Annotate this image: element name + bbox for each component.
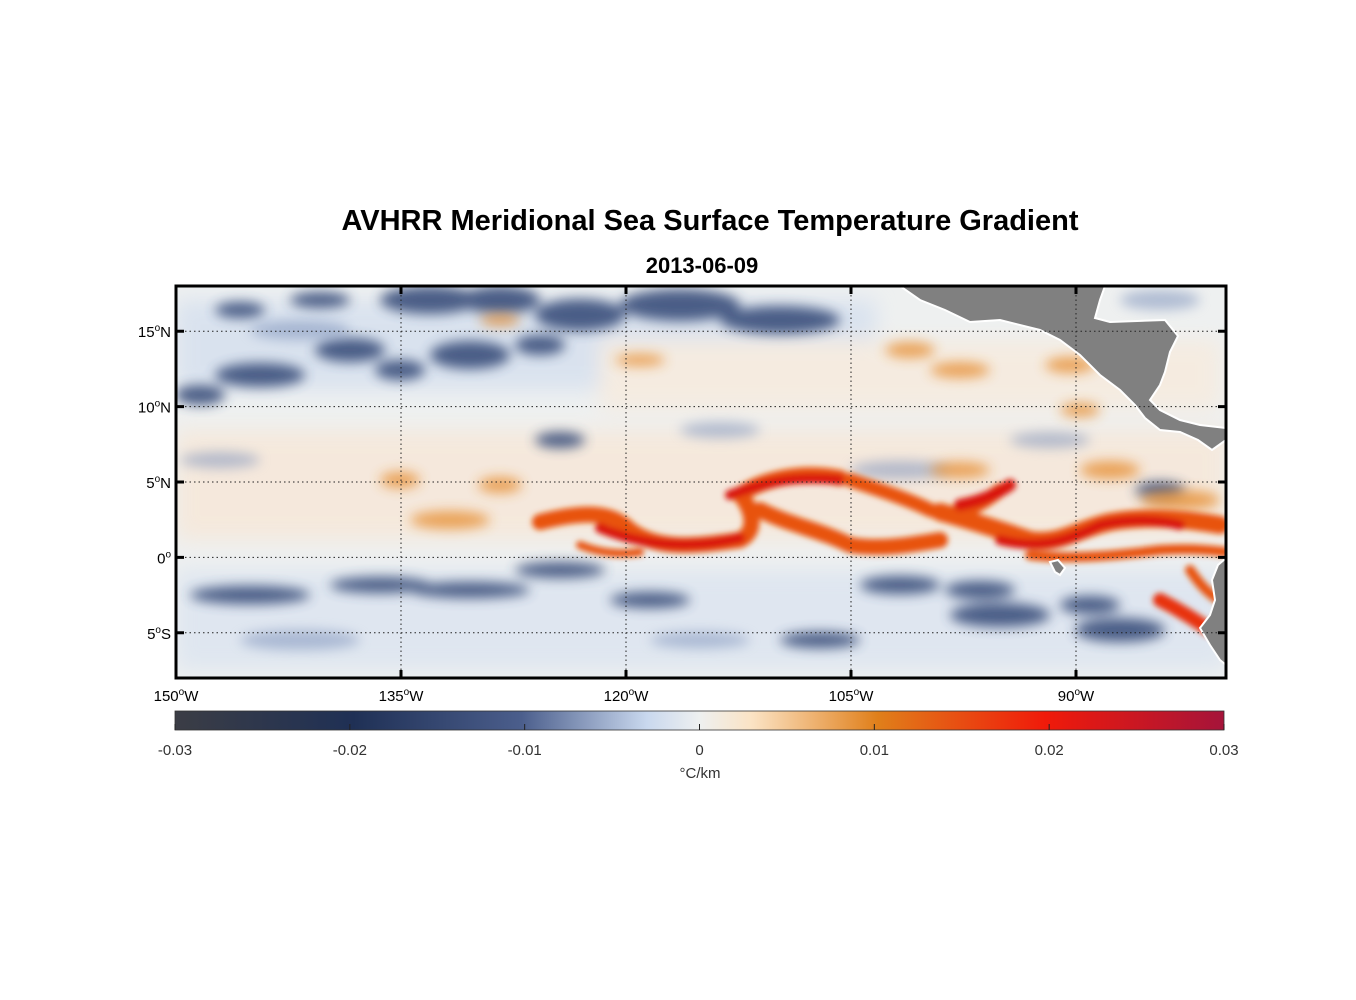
colorbar-tick-label: 0.02 bbox=[1035, 742, 1064, 759]
axis-ticks bbox=[174, 286, 1226, 678]
colorbar: -0.03 -0.02 -0.01 0 0.01 0.02 0.03 °C/km bbox=[158, 710, 1239, 782]
y-tick-label: 15oN bbox=[138, 323, 171, 341]
colorbar-tick-label: 0.01 bbox=[860, 742, 889, 759]
sst-gradient-field bbox=[176, 286, 1226, 678]
y-tick-label: 0o bbox=[157, 549, 171, 567]
chart-title: AVHRR Meridional Sea Surface Temperature… bbox=[341, 205, 1079, 237]
y-tick-label: 10oN bbox=[138, 399, 171, 417]
colorbar-ticks: -0.03 -0.02 -0.01 0 0.01 0.02 0.03 bbox=[158, 724, 1239, 759]
y-tick-label: 5oS bbox=[147, 625, 171, 643]
y-tick-label: 5oN bbox=[146, 474, 171, 492]
colorbar-tick-label: -0.03 bbox=[158, 742, 192, 759]
x-tick-label: 135oW bbox=[379, 687, 425, 705]
colorbar-tick-label: -0.01 bbox=[508, 742, 542, 759]
colorbar-tick-label: 0.03 bbox=[1209, 742, 1238, 759]
colorbar-label: °C/km bbox=[680, 765, 721, 782]
colorbar-tick-label: -0.02 bbox=[333, 742, 367, 759]
x-tick-label: 105oW bbox=[829, 687, 875, 705]
chart-subtitle: 2013-06-09 bbox=[645, 253, 759, 278]
colorbar-tick-label: 0 bbox=[695, 742, 703, 759]
x-tick-label: 90oW bbox=[1058, 687, 1095, 705]
x-tick-label: 150oW bbox=[154, 687, 200, 705]
land-mass bbox=[898, 286, 1226, 667]
x-tick-label: 120oW bbox=[604, 687, 650, 705]
tick-labels: 150oW 135oW 120oW 105oW 90oW 15oN 10oN 5oN 0o 5oS bbox=[138, 323, 1095, 705]
